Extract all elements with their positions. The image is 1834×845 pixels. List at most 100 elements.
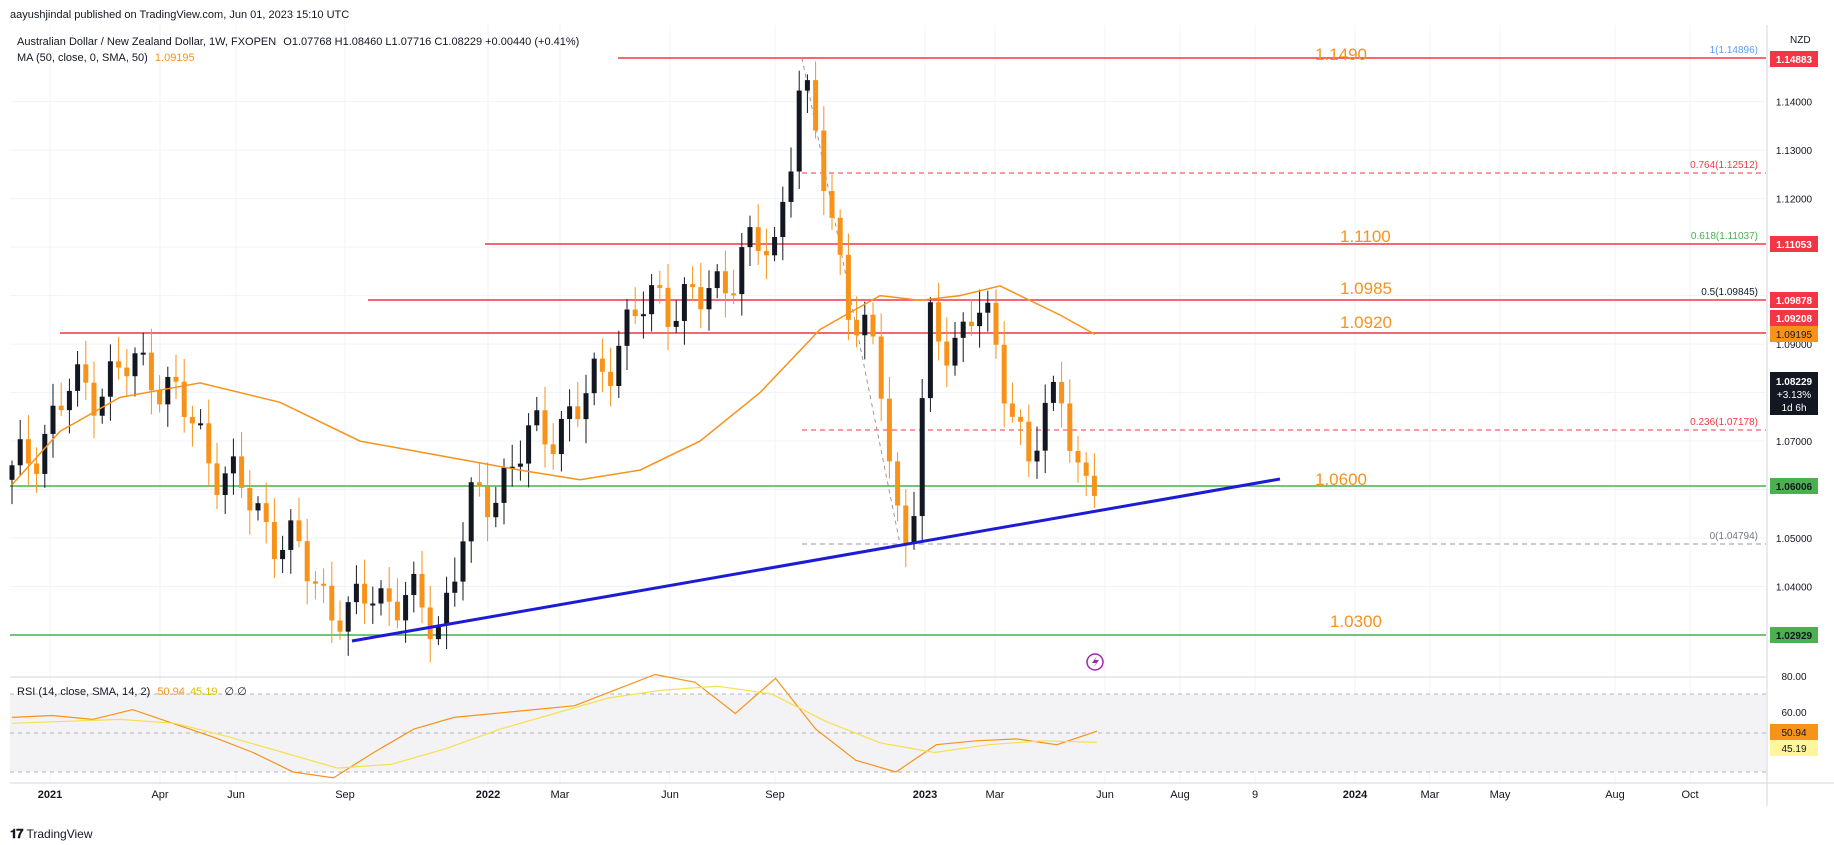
candle-body [936, 302, 942, 342]
candle-body [591, 358, 597, 394]
time-label: 2022 [476, 789, 500, 801]
price-tick: 1.09000 [1776, 340, 1813, 351]
candle-body [632, 309, 638, 317]
badge-rsi-ma: 45.19 [1781, 744, 1806, 755]
candle-body [813, 80, 819, 131]
time-label: Sep [765, 789, 785, 801]
candle-body [116, 361, 122, 368]
candle-body [239, 456, 245, 488]
rsi-ma-line [11, 685, 1098, 769]
candle-body [386, 588, 392, 602]
time-label: Jun [661, 789, 679, 801]
candle-body [83, 364, 89, 383]
candle-body [927, 302, 933, 399]
rsi-line [11, 673, 1098, 779]
badge-ma-bg [1770, 326, 1818, 342]
candle-body [878, 336, 884, 399]
candle-body [394, 601, 400, 621]
candle-body [107, 361, 113, 397]
ma-legend: MA (50, close, 0, SMA, 50) 1.09195 [17, 52, 195, 64]
fib-label-1: 1(1.14896) [1710, 45, 1758, 56]
time-label: Oct [1681, 789, 1698, 801]
candle-body [747, 227, 753, 248]
candle-body [690, 284, 696, 288]
candle-body [952, 337, 958, 366]
fib-diagonal [801, 57, 901, 545]
badge-1110: 1.11053 [1776, 240, 1812, 251]
candle-body [722, 271, 728, 294]
candle-body [403, 595, 409, 621]
lightning-icon-glyph [1092, 656, 1099, 668]
candle-body [485, 486, 491, 518]
time-label: Mar [1421, 789, 1440, 801]
candle-body [91, 382, 97, 416]
badge-0300-bg [1770, 627, 1818, 643]
time-label: Mar [986, 789, 1005, 801]
candle-body [427, 607, 433, 640]
candle-body [772, 236, 778, 256]
candle-body [1067, 403, 1073, 451]
candle-body [698, 287, 704, 310]
candle-body [25, 439, 31, 464]
candle-body [968, 321, 974, 327]
candle-body [1009, 403, 1015, 417]
candle-body [140, 352, 146, 355]
badge-1098: 1.09878 [1776, 296, 1813, 307]
candle-body [837, 217, 843, 255]
candle-body [181, 381, 187, 417]
time-label: Apr [151, 789, 168, 801]
candle-body [731, 293, 737, 296]
time-label: Mar [551, 789, 570, 801]
badge-0300: 1.02929 [1776, 631, 1813, 642]
level-label-0300: 1.0300 [1330, 612, 1382, 631]
rsi-legend-extra: ∅ ∅ [224, 686, 247, 698]
candle-body [435, 625, 441, 640]
lightning-icon[interactable] [1086, 653, 1104, 671]
badge-1098-bg [1770, 292, 1818, 308]
time-label: 9 [1252, 789, 1258, 801]
candle-body [321, 583, 327, 586]
time-label: 2023 [913, 789, 937, 801]
candle-body [9, 465, 15, 480]
candle-body [780, 201, 786, 237]
candle-body [263, 503, 269, 523]
badge-fib1-bg [1770, 51, 1818, 67]
fib-label-764: 0.764(1.12512) [1690, 160, 1758, 171]
candle-body [411, 573, 417, 596]
candle-body [821, 130, 827, 192]
candle-body [58, 405, 64, 411]
badge-last-bg [1770, 372, 1818, 415]
candle-body [99, 396, 105, 416]
candle-body [222, 473, 228, 496]
candle-body [189, 416, 195, 424]
badge-0600: 1.06006 [1776, 482, 1813, 493]
time-label: 2024 [1343, 789, 1368, 801]
time-label: Jun [227, 789, 245, 801]
level-label-1100: 1.1100 [1340, 227, 1391, 246]
symbol-line: Australian Dollar / New Zealand Dollar, … [17, 36, 579, 48]
candle-body [1050, 381, 1056, 403]
currency-label: NZD [1790, 35, 1811, 46]
candle-body [665, 287, 671, 327]
rsi-band [10, 694, 1766, 772]
price-tick: 1.14000 [1776, 98, 1813, 109]
candle-body [501, 467, 507, 503]
candle-body [534, 410, 540, 426]
candle-body [829, 191, 835, 218]
badge-rsi: 50.94 [1781, 728, 1806, 739]
candle-body [624, 309, 630, 346]
badge-last-change: +3.13% [1777, 390, 1811, 401]
fib-label-0: 0(1.04794) [1710, 531, 1758, 542]
candle-body [50, 405, 56, 434]
candle-body [296, 520, 302, 542]
candle-body [312, 581, 318, 584]
time-label: Aug [1170, 789, 1190, 801]
rsi-legend-ma-value: 45.19 [189, 686, 218, 698]
candle-body [550, 444, 556, 455]
candle-body [304, 541, 310, 582]
candle-body [788, 171, 794, 202]
candle-body [845, 254, 851, 320]
candle-body [993, 302, 999, 345]
candle-body [288, 520, 294, 550]
